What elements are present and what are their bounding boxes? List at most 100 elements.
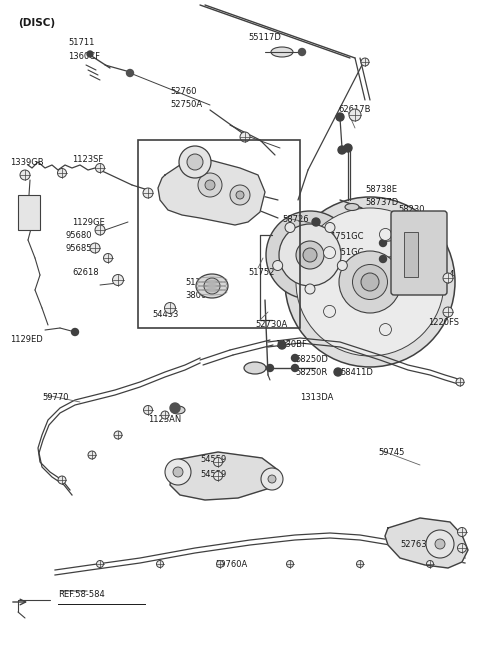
Circle shape (443, 307, 453, 317)
Text: 54559: 54559 (200, 455, 226, 464)
Text: 58207: 58207 (178, 162, 204, 171)
Circle shape (299, 48, 305, 56)
Text: 62618: 62618 (72, 268, 98, 277)
Text: 58250R: 58250R (295, 368, 327, 377)
Circle shape (187, 154, 203, 170)
Circle shape (165, 459, 191, 485)
Text: 1220FS: 1220FS (428, 318, 459, 327)
Circle shape (380, 240, 386, 246)
Ellipse shape (303, 248, 317, 262)
Text: 58726: 58726 (282, 215, 309, 224)
Circle shape (90, 243, 100, 253)
Text: 52730A: 52730A (255, 320, 287, 329)
Circle shape (114, 431, 122, 439)
Ellipse shape (352, 265, 387, 299)
Circle shape (324, 247, 336, 259)
Text: 58210A: 58210A (398, 218, 430, 227)
Text: 1129ED: 1129ED (10, 335, 43, 344)
Circle shape (456, 378, 464, 386)
Text: 58737D: 58737D (365, 198, 398, 207)
Circle shape (443, 273, 453, 283)
Text: 54453: 54453 (152, 310, 179, 319)
Circle shape (127, 69, 133, 77)
Circle shape (104, 253, 112, 263)
Circle shape (266, 364, 274, 371)
Ellipse shape (285, 197, 455, 367)
Circle shape (72, 329, 79, 335)
Circle shape (198, 173, 222, 197)
Circle shape (380, 229, 392, 240)
Text: 58411D: 58411D (340, 368, 373, 377)
Circle shape (214, 472, 223, 481)
Text: 51752: 51752 (248, 268, 275, 277)
Ellipse shape (296, 208, 444, 356)
Polygon shape (158, 160, 265, 225)
Text: 58738E: 58738E (365, 185, 397, 194)
Text: 51711: 51711 (68, 38, 95, 47)
Circle shape (179, 146, 211, 178)
FancyBboxPatch shape (391, 211, 447, 295)
Text: 1129GE: 1129GE (72, 218, 105, 227)
Circle shape (95, 225, 105, 235)
Text: 59770: 59770 (42, 393, 69, 402)
Ellipse shape (339, 251, 401, 313)
Circle shape (324, 305, 336, 318)
Text: REF.58-584: REF.58-584 (58, 590, 105, 599)
Circle shape (204, 278, 220, 294)
Text: 58230: 58230 (398, 205, 424, 214)
Text: 95680: 95680 (65, 231, 92, 240)
Text: 1360CF: 1360CF (68, 52, 100, 61)
Circle shape (161, 411, 169, 419)
Circle shape (334, 368, 342, 376)
Circle shape (261, 468, 283, 490)
Text: (DISC): (DISC) (18, 18, 55, 28)
Circle shape (278, 341, 286, 349)
Polygon shape (170, 452, 278, 500)
Circle shape (87, 51, 93, 57)
Text: 1339GB: 1339GB (10, 158, 44, 167)
Text: 55117D: 55117D (248, 33, 281, 42)
Text: 52750A: 52750A (170, 100, 202, 109)
Ellipse shape (244, 362, 266, 374)
Text: 58414: 58414 (428, 270, 455, 279)
Circle shape (414, 276, 426, 288)
Circle shape (287, 561, 293, 567)
Text: 59745: 59745 (378, 448, 404, 457)
Circle shape (344, 144, 352, 152)
Circle shape (426, 530, 454, 558)
Circle shape (357, 561, 363, 567)
Text: 1123SF: 1123SF (72, 155, 103, 164)
Circle shape (236, 191, 244, 199)
Circle shape (273, 261, 283, 271)
Circle shape (230, 185, 250, 205)
Bar (138, 140, 300, 328)
Circle shape (338, 146, 346, 154)
Text: 58250D: 58250D (295, 355, 328, 364)
Circle shape (173, 467, 183, 477)
Circle shape (88, 451, 96, 459)
Circle shape (349, 109, 361, 121)
Text: 51760: 51760 (185, 278, 212, 287)
Circle shape (337, 261, 348, 271)
Circle shape (214, 457, 223, 466)
Circle shape (112, 274, 123, 286)
Ellipse shape (171, 406, 185, 414)
Circle shape (305, 284, 315, 294)
Circle shape (205, 180, 215, 190)
Circle shape (380, 255, 386, 263)
Circle shape (285, 223, 295, 233)
Circle shape (291, 364, 299, 371)
Circle shape (58, 168, 67, 178)
Circle shape (427, 561, 433, 567)
Circle shape (96, 561, 104, 567)
Ellipse shape (266, 211, 354, 299)
Circle shape (336, 113, 344, 121)
Circle shape (457, 527, 467, 536)
Text: 95685: 95685 (65, 244, 92, 253)
Ellipse shape (345, 204, 359, 210)
Circle shape (156, 561, 164, 567)
Ellipse shape (271, 47, 293, 57)
Text: 62617B: 62617B (338, 105, 371, 114)
Text: 54559: 54559 (200, 470, 226, 479)
Bar (404, 232, 418, 277)
